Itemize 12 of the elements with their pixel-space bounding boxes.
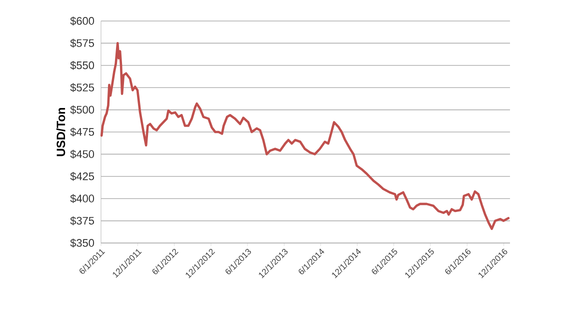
y-tick-label: $600 <box>70 16 94 26</box>
y-tick-label: $475 <box>70 128 94 136</box>
y-tick-label: $550 <box>70 60 94 70</box>
y-tick-label: $500 <box>70 105 94 114</box>
y-tick-label: $350 <box>70 238 94 248</box>
y-tick-label: $400 <box>70 194 94 204</box>
y-tick-label: $525 <box>70 83 94 92</box>
y-tick-label: $575 <box>70 38 94 48</box>
y-tick-label: $450 <box>70 150 94 159</box>
y-tick-label: $425 <box>70 172 94 181</box>
y-tick-label: $375 <box>70 216 94 226</box>
y-axis-title: USD/Ton <box>56 108 66 156</box>
